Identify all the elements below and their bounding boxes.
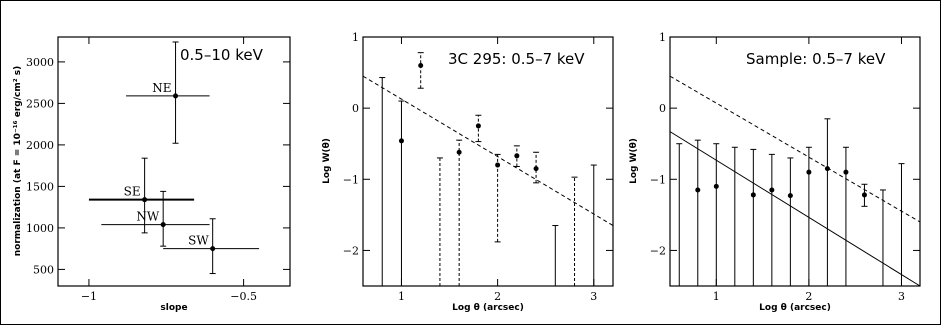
data-point (806, 169, 812, 175)
axis-ticks: −1 −0.5 500 1000 1500 2000 2500 3000 (26, 37, 290, 303)
plot-frame (669, 36, 921, 287)
x-tick-label: 3 (590, 290, 597, 303)
data-point (418, 62, 424, 68)
x-tick-label: 2 (805, 290, 812, 303)
point-label: SE (124, 185, 141, 199)
data-point (475, 123, 481, 129)
data-point (210, 246, 216, 252)
y-tick-label: 1 (659, 31, 666, 44)
y-tick-label: 0 (352, 102, 359, 115)
panel-title: Sample: 0.5–7 keV (746, 50, 886, 68)
data-point (713, 183, 719, 189)
panel-title: 0.5–10 keV (180, 46, 264, 64)
plot-frame (362, 36, 614, 287)
panel-sample: Sample: 0.5–7 keV Log θ (arcsec) Log W(θ… (629, 31, 921, 313)
x-tick-label: 2 (494, 290, 501, 303)
y-tick-label: −2 (650, 244, 666, 257)
point-label: NW (136, 210, 160, 224)
point-label: NE (152, 81, 171, 95)
data-point (533, 166, 539, 172)
data-point (861, 192, 867, 198)
y-tick-label: −1 (343, 173, 359, 186)
data-marks: NE SE NW SW (88, 41, 260, 275)
data-point (456, 149, 462, 155)
y-tick-label: 2500 (26, 97, 54, 110)
data-point (173, 93, 179, 99)
data-point (750, 192, 756, 198)
plot-frame (57, 36, 291, 287)
y-tick-label: 2000 (26, 139, 54, 152)
data-point (398, 138, 404, 144)
y-tick-label: 1 (352, 31, 359, 44)
y-tick-label: −1 (650, 173, 666, 186)
data-point (695, 187, 701, 193)
y-axis-label: Log W(θ) (322, 138, 332, 184)
x-tick-label: 1 (713, 290, 720, 303)
data-point (160, 222, 166, 228)
data-marks (362, 52, 614, 286)
y-tick-label: 0 (659, 102, 666, 115)
y-tick-label: 1000 (26, 222, 54, 235)
panel-title: 3C 295: 0.5–7 keV (448, 50, 585, 68)
axis-ticks: 1 2 3 1 0 −1 −2 (650, 31, 920, 303)
panel-slope-normalization: 0.5–10 keV slope normalization (at F = 1… (13, 36, 291, 313)
data-point (843, 169, 849, 175)
x-tick-label: −1 (81, 290, 97, 303)
x-tick-label: 1 (398, 290, 405, 303)
data-point (514, 153, 520, 159)
data-marks (669, 75, 921, 287)
fit-line (669, 75, 921, 223)
panel-3c295: 3C 295: 0.5–7 keV Log θ (arcsec) Log W(θ… (322, 31, 614, 313)
fit-line (669, 131, 921, 287)
y-tick-label: 500 (33, 263, 54, 276)
y-tick-label: 3000 (26, 56, 54, 69)
data-point (787, 193, 793, 199)
data-point (769, 187, 775, 193)
x-axis-label: Log θ (arcsec) (452, 303, 524, 313)
y-axis-label: normalization (at F = 10⁻¹⁶ erg/cm² s) (13, 66, 23, 256)
y-axis-label: Log W(θ) (629, 138, 639, 184)
y-tick-label: 1500 (26, 180, 54, 193)
y-tick-label: −2 (343, 244, 359, 257)
axis-ticks: 1 2 3 1 0 −1 −2 (343, 31, 613, 303)
data-point (142, 197, 148, 203)
x-axis-label: Log θ (arcsec) (759, 303, 831, 313)
x-axis-label: slope (160, 303, 187, 313)
data-point (495, 162, 501, 168)
point-label: SW (188, 234, 209, 248)
x-tick-label: 3 (898, 290, 905, 303)
x-tick-label: −0.5 (230, 290, 257, 303)
data-point (824, 166, 830, 172)
